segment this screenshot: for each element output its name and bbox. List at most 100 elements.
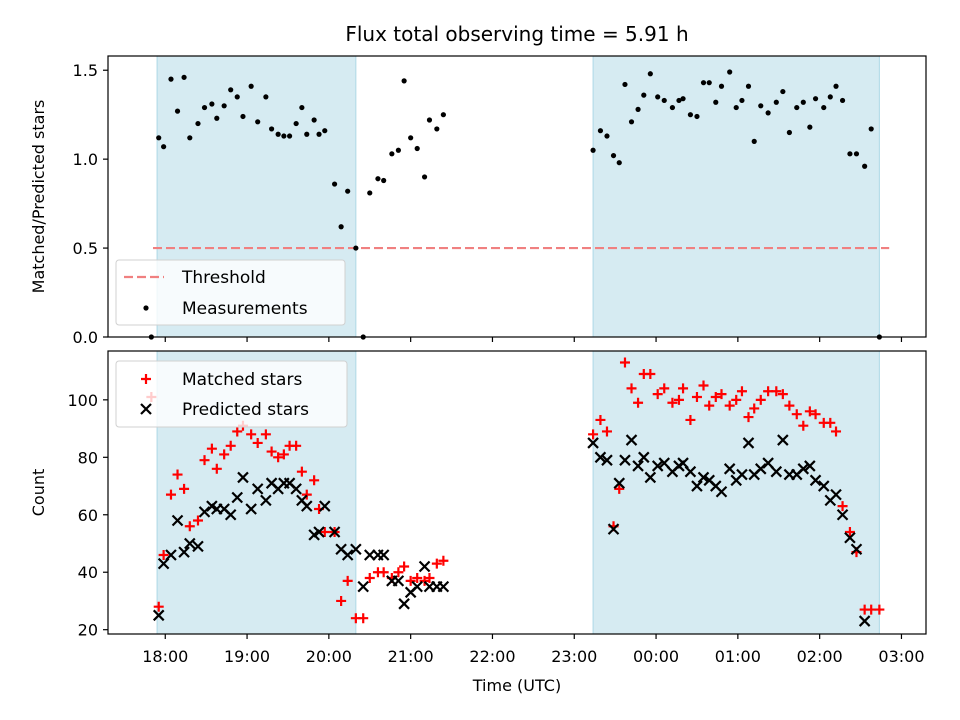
bottom-predicted-stars-point-59 bbox=[684, 465, 697, 478]
bottom-ylabel: Count bbox=[29, 469, 48, 517]
bottom-predicted-stars-point-68 bbox=[742, 437, 755, 449]
bottom-panel: 20 40 60 80 100 18:00 19:00 20:00 21:00 22:00 23:0… bbox=[29, 350, 927, 695]
bottom-predicted-stars-point-25 bbox=[313, 526, 325, 538]
bottom-predicted-stars-point-78 bbox=[809, 474, 822, 487]
top-panel: 0.0 0.5 1.0 1.5 Matched/Predicted stars Thres… bbox=[29, 55, 927, 347]
bottom-ytick-label-2: 60 bbox=[78, 506, 98, 525]
bottom-predicted-stars-point-3 bbox=[171, 514, 184, 527]
top-measurements-point-16 bbox=[255, 119, 261, 125]
bottom-predicted-stars-point-79 bbox=[817, 480, 830, 492]
bottom-predicted-stars-point-47 bbox=[607, 523, 620, 535]
top-measurements-point-49 bbox=[616, 160, 622, 166]
bottom-xtick-label-7: 01:00 bbox=[715, 647, 761, 666]
bottom-predicted-stars-point-26 bbox=[318, 500, 331, 512]
top-measurements-point-30 bbox=[345, 188, 351, 194]
legend-measurements-label: Measurements bbox=[182, 299, 308, 319]
top-measurements-point-75 bbox=[786, 129, 792, 136]
bottom-matched-stars-point-62 bbox=[698, 380, 709, 391]
top-measurements-point-24 bbox=[304, 131, 310, 137]
bottom-matched-stars-point-2 bbox=[158, 549, 169, 560]
bottom-matched-stars-point-33 bbox=[364, 572, 375, 583]
bottom-predicted-stars-point-40 bbox=[418, 560, 431, 573]
bottom-predicted-stars-point-82 bbox=[836, 508, 849, 521]
bottom-predicted-stars-point-70 bbox=[754, 463, 767, 475]
top-measurements-point-12 bbox=[228, 87, 234, 93]
top-measurements-point-64 bbox=[713, 99, 719, 105]
top-measurements-point-69 bbox=[745, 83, 752, 89]
top-measurements-point-47 bbox=[604, 133, 610, 139]
bottom-matched-stars-point-38 bbox=[399, 561, 410, 572]
bottom-matched-stars-point-39 bbox=[405, 575, 416, 586]
bottom-matched-stars-point-70 bbox=[749, 403, 760, 414]
bottom-matched-stars-point-57 bbox=[667, 397, 678, 408]
top-measurements-point-63 bbox=[706, 80, 712, 86]
top-measurements-point-31 bbox=[353, 245, 359, 251]
top-measurements-point-10 bbox=[214, 115, 220, 121]
bottom-matched-stars-point-4 bbox=[172, 469, 183, 480]
bottom-predicted-stars-point-81 bbox=[830, 488, 842, 501]
top-measurements-point-53 bbox=[641, 92, 647, 98]
bottom-matched-stars-point-7 bbox=[192, 515, 203, 526]
bottom-predicted-stars-point-64 bbox=[715, 486, 728, 498]
top-measurements-point-14 bbox=[240, 113, 246, 120]
bottom-predicted-stars-point-0 bbox=[152, 609, 165, 622]
top-measurements-point-33 bbox=[367, 190, 373, 196]
top-measurements-point-1 bbox=[156, 135, 162, 141]
bottom-xtick-label-9: 03:00 bbox=[878, 647, 924, 666]
legend-predicted-label: Predicted stars bbox=[182, 400, 309, 420]
bottom-matched-stars-point-64 bbox=[710, 391, 721, 402]
bottom-xtick-label-8: 02:00 bbox=[797, 647, 843, 666]
bottom-axes-frame bbox=[107, 350, 927, 635]
bottom-matched-stars-point-9 bbox=[206, 443, 217, 454]
top-measurements-point-73 bbox=[773, 99, 779, 105]
bottom-matched-stars-point-77 bbox=[798, 420, 809, 431]
bottom-matched-stars-point-19 bbox=[273, 452, 284, 463]
bottom-predicted-stars-point-72 bbox=[770, 465, 783, 478]
bottom-predicted-stars-point-29 bbox=[341, 549, 354, 561]
top-measurements-point-71 bbox=[758, 103, 764, 109]
bottom-predicted-stars-point-53 bbox=[644, 471, 657, 484]
bottom-matched-stars-point-15 bbox=[246, 429, 257, 440]
bottom-predicted-stars-point-7 bbox=[198, 506, 211, 518]
top-measurements-point-70 bbox=[751, 138, 757, 144]
top-measurements-point-59 bbox=[680, 96, 686, 102]
top-ytick-label-2: 1.0 bbox=[73, 150, 98, 169]
bottom-predicted-stars-point-36 bbox=[392, 575, 405, 587]
top-measurements-point-2 bbox=[161, 144, 167, 150]
bottom-predicted-stars-point-83 bbox=[844, 531, 856, 544]
bottom-matched-stars-point-35 bbox=[378, 567, 389, 578]
bottom-predicted-stars-point-34 bbox=[377, 549, 390, 561]
bottom-predicted-stars-point-73 bbox=[777, 434, 789, 446]
bottom-matched-stars-point-65 bbox=[716, 389, 727, 400]
top-ytick-label-0: 0.0 bbox=[73, 328, 98, 347]
legend-matched-label: Matched stars bbox=[182, 370, 302, 390]
bottom-predicted-stars-point-76 bbox=[797, 463, 810, 475]
top-measurements-point-37 bbox=[395, 147, 401, 153]
figure-title: Flux total observing time = 5.91 h bbox=[345, 22, 688, 46]
top-measurements-point-80 bbox=[821, 104, 827, 111]
top-measurements-point-77 bbox=[800, 99, 806, 105]
bottom-xtick-label-2: 20:00 bbox=[306, 647, 352, 666]
bottom-ytick-label-4: 100 bbox=[67, 391, 98, 410]
bottom-matched-stars-point-17 bbox=[260, 429, 271, 440]
bottom-matched-stars-point-22 bbox=[291, 440, 302, 451]
bottom-predicted-stars-point-39 bbox=[411, 580, 423, 593]
top-measurements-point-7 bbox=[195, 120, 201, 127]
bottom-matched-stars-point-75 bbox=[784, 400, 795, 411]
top-ytick-label-3: 1.5 bbox=[73, 61, 98, 80]
bottom-predicted-stars-point-6 bbox=[192, 540, 204, 553]
top-measurements-point-20 bbox=[281, 133, 287, 139]
bottom-predicted-stars-point-84 bbox=[850, 543, 863, 556]
bottom-matched-stars-point-5 bbox=[179, 483, 190, 494]
bottom-predicted-stars-point-50 bbox=[625, 434, 638, 446]
top-measurements-point-26 bbox=[316, 131, 322, 137]
bottom-predicted-stars-point-21 bbox=[290, 483, 302, 495]
bottom-predicted-stars-point-15 bbox=[251, 483, 264, 495]
top-measurements-point-23 bbox=[299, 104, 305, 111]
top-measurements-point-42 bbox=[426, 117, 433, 123]
top-measurements-point-34 bbox=[375, 176, 381, 182]
bottom-matched-stars-point-49 bbox=[614, 483, 625, 494]
bottom-predicted-stars-point-43 bbox=[437, 580, 450, 593]
bottom-matched-stars-point-83 bbox=[837, 501, 848, 512]
